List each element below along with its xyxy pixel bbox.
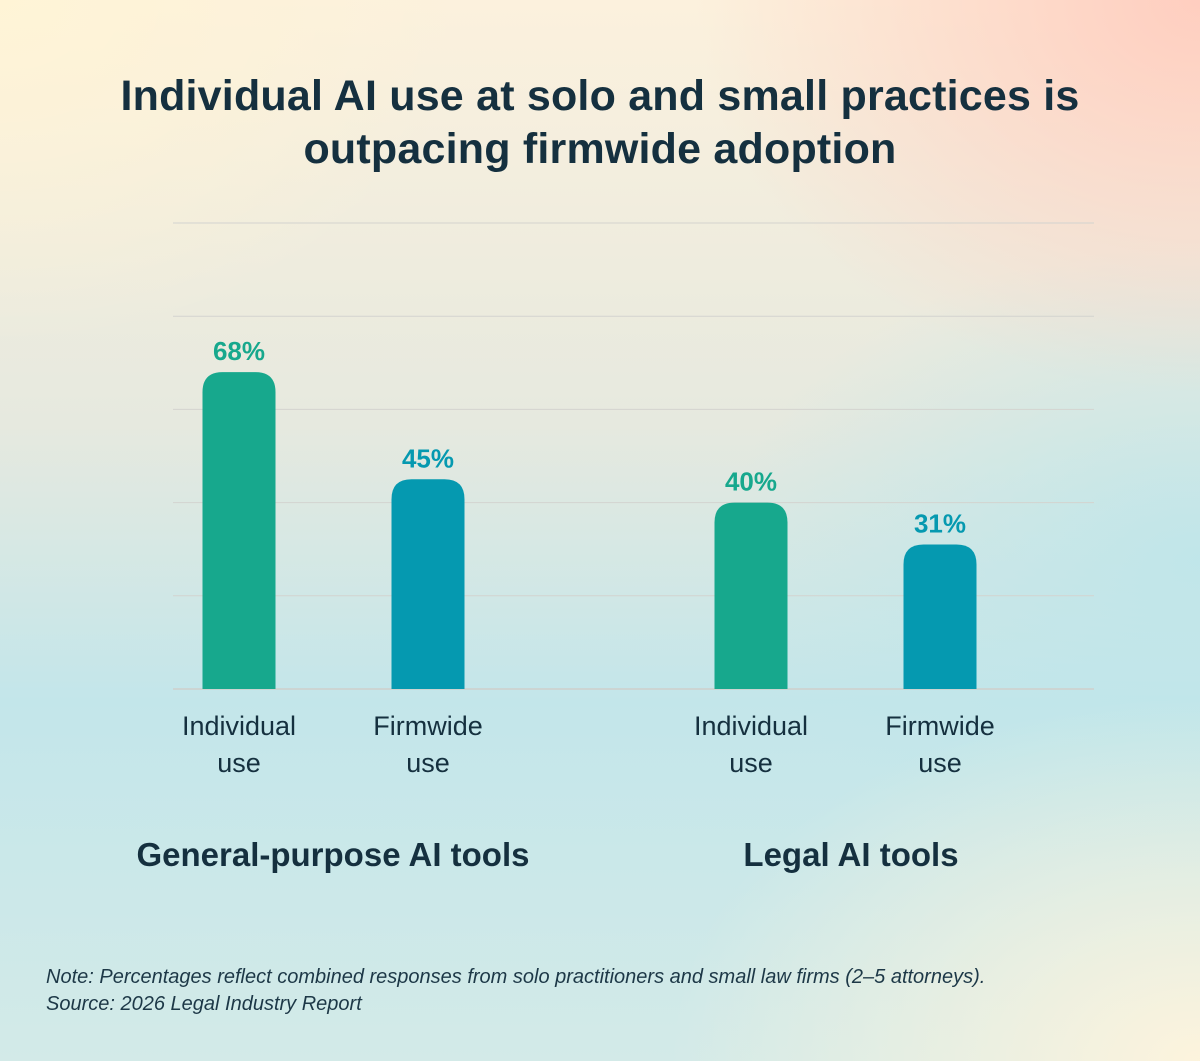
footnote: Note: Percentages reflect combined respo… [46,964,1166,1018]
value-labels: 68% 45% 40% 31% [213,336,966,538]
category-label: Firmwide use [885,711,995,778]
note-text: Note: Percentages reflect combined respo… [46,966,986,988]
group-labels: General-purpose AI tools Legal AI tools [136,836,958,873]
category-label: Firmwide use [373,711,483,778]
data-label: 40% [725,467,777,497]
group-label: Legal AI tools [743,836,958,873]
source-text: Source: 2026 Legal Industry Report [46,993,362,1015]
category-labels: Individual use Firmwide use Individual use Fir… [182,711,995,778]
data-label: 31% [914,509,966,539]
bar [202,372,276,689]
category-label: Individual use [182,711,296,778]
category-label: Individual use [694,711,808,778]
group-label: General-purpose AI tools [136,836,529,873]
chart-title: Individual AI use at solo and small prac… [120,72,1080,173]
bar [391,479,465,689]
data-label: 68% [213,336,265,366]
bar [903,544,977,689]
data-label: 45% [402,443,454,473]
bar [714,502,788,689]
bars [202,372,977,689]
